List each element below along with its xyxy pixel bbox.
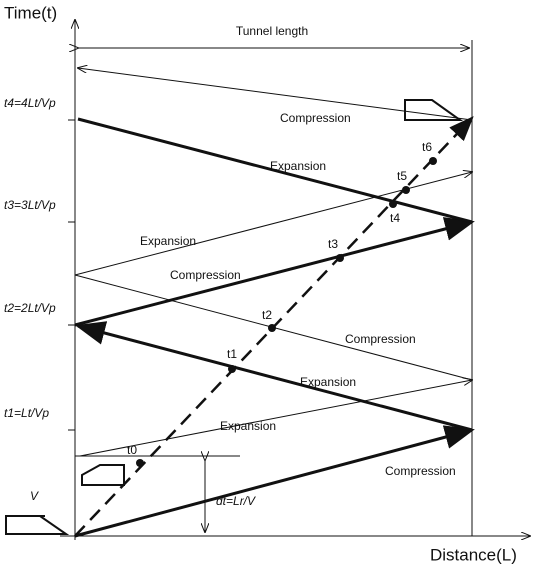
point: [402, 186, 410, 194]
train-shape: [82, 465, 124, 485]
point-label: t3: [328, 237, 338, 251]
points: t0 t1 t2 t3 t4 t5 t6: [127, 140, 437, 467]
point-label: t4: [390, 211, 400, 225]
time-mark: t3=3Lt/Vp: [4, 198, 56, 212]
train-speed: V: [30, 489, 39, 503]
wave-label: Expansion: [270, 159, 326, 173]
wave: [78, 68, 472, 120]
point: [228, 365, 236, 373]
wave: [75, 222, 472, 325]
point-label: t6: [422, 140, 432, 154]
wave-label: Compression: [280, 111, 351, 125]
delay-label: dt=Lr/V: [216, 494, 256, 508]
wave-label: Compression: [170, 268, 241, 282]
wave-label: Expansion: [300, 375, 356, 389]
point: [429, 157, 437, 165]
time-mark: t4=4Lt/Vp: [4, 96, 56, 110]
wave: [75, 172, 472, 275]
point: [136, 459, 144, 467]
tunnel-length: Tunnel length: [236, 24, 308, 38]
point-label: t1: [227, 347, 237, 361]
waves: Compression Expansion Expansion Compress…: [75, 68, 472, 536]
wave-label: Compression: [345, 332, 416, 346]
wave-label: Expansion: [140, 234, 196, 248]
point: [336, 254, 344, 262]
time-mark: t2=2Lt/Vp: [4, 301, 56, 315]
time-mark: t1=Lt/Vp: [4, 406, 49, 420]
point-label: t2: [262, 308, 272, 322]
point: [268, 324, 276, 332]
diagram: Time(t) Distance(L) Tunnel length t4=4Lt…: [0, 0, 536, 568]
wave-label: Expansion: [220, 419, 276, 433]
x-label: Distance(L): [430, 545, 517, 564]
point: [389, 200, 397, 208]
wave-label: Compression: [385, 464, 456, 478]
point-label: t5: [397, 169, 407, 183]
train-shape: [6, 516, 66, 534]
point-label: t0: [127, 443, 137, 457]
y-label: Time(t): [4, 3, 57, 22]
